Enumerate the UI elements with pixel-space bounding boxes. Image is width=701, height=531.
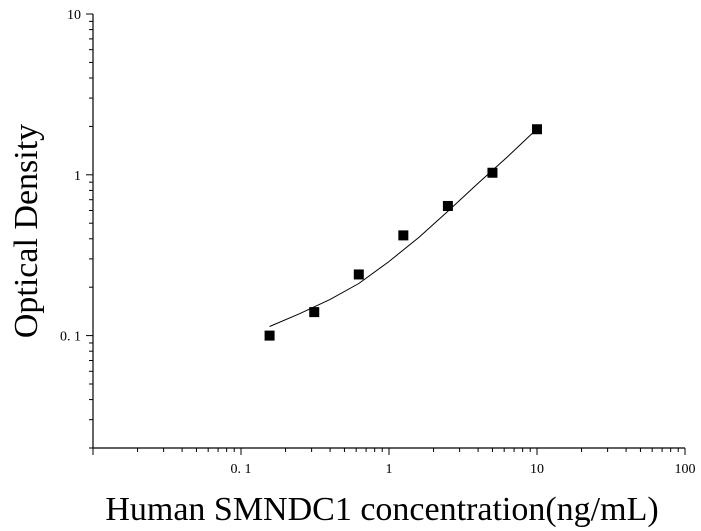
y-axis-title: Optical Density xyxy=(8,124,45,338)
x-tick-label: 1 xyxy=(386,462,393,477)
x-tick-label: 100 xyxy=(675,462,696,477)
data-point-marker xyxy=(398,230,409,241)
fit-curve-line xyxy=(269,128,538,327)
y-tick-label: 1 xyxy=(74,169,81,184)
axes xyxy=(86,13,686,455)
data-point-marker xyxy=(309,307,320,318)
data-point-marker xyxy=(442,200,453,211)
y-tick-label: 0. 1 xyxy=(60,330,81,345)
tick-labels-layer: 0. 1 1 10 0. 1 1 10 100 xyxy=(60,8,696,477)
data-point-marker xyxy=(353,269,364,280)
data-point-marker xyxy=(532,124,542,135)
fit-curve-layer xyxy=(269,128,538,327)
x-tick-label: 10 xyxy=(530,462,544,477)
x-tick-label: 0. 1 xyxy=(231,462,252,477)
data-points-layer xyxy=(264,124,542,341)
data-point-marker xyxy=(487,167,498,178)
data-point-marker xyxy=(264,330,275,341)
x-axis-title: Human SMNDC1 concentration(ng/mL) xyxy=(105,491,658,528)
y-tick-label: 10 xyxy=(67,8,81,23)
